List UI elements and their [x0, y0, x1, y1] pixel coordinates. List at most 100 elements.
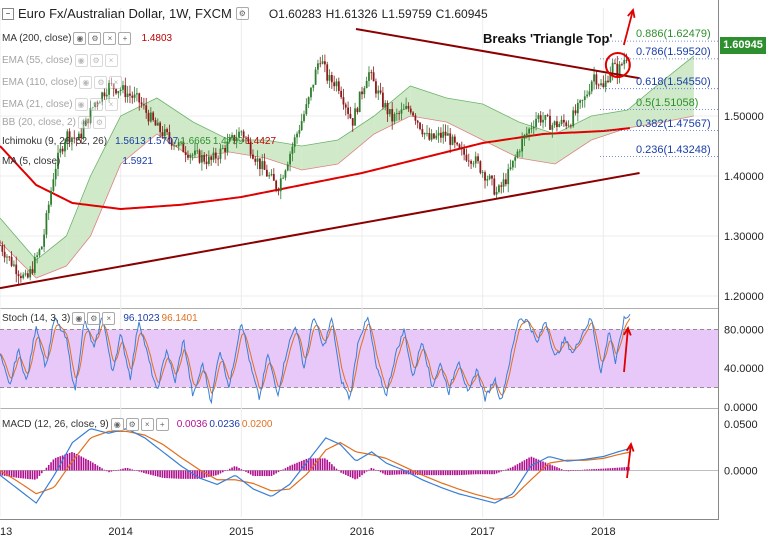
eye-icon[interactable]: ◉: [79, 76, 93, 89]
remove-icon[interactable]: ×: [140, 418, 154, 431]
indicator-ichimoku[interactable]: Ichimoku (9, 26, 52, 26) 1.5613 1.5707 1…: [2, 136, 276, 147]
candle-down: [546, 115, 549, 116]
candle-up: [47, 204, 50, 214]
more-icon[interactable]: +: [118, 32, 132, 45]
candle-up: [502, 179, 505, 187]
macd-histogram-bar: [553, 466, 556, 471]
candle-down: [166, 129, 168, 133]
candle-up: [317, 63, 319, 70]
macd-histogram-bar: [372, 468, 375, 471]
more-icon[interactable]: +: [155, 418, 169, 431]
eye-icon[interactable]: ◉: [77, 116, 91, 129]
candle-up: [358, 91, 361, 113]
indicator-ema55[interactable]: EMA (55, close) ◉ ⚙ ×: [2, 54, 118, 67]
candle-down: [416, 120, 419, 123]
macd-histogram-bar: [296, 462, 298, 471]
eye-icon[interactable]: ◉: [72, 312, 86, 325]
candle-up: [189, 155, 192, 158]
macd-histogram-bar: [402, 470, 405, 475]
remove-icon[interactable]: ×: [109, 76, 123, 89]
macd-histogram-bar: [247, 470, 250, 474]
candle-down: [458, 144, 461, 149]
indicator-ema110[interactable]: EMA (110, close) ◉ ⚙ ×: [2, 76, 123, 89]
macd-histogram-bar: [579, 470, 581, 471]
macd-legend[interactable]: MACD (12, 26, close, 9) ◉ ⚙ × + 0.0036 0…: [2, 418, 273, 431]
candle-up: [314, 69, 317, 85]
indicator-ema21[interactable]: EMA (21, close) ◉ ⚙ ×: [2, 98, 118, 111]
macd-histogram-bar: [163, 470, 166, 479]
macd-histogram-bar: [586, 469, 588, 471]
macd-histogram-bar: [98, 466, 101, 471]
remove-icon[interactable]: ×: [103, 32, 117, 45]
x-tick-label: 2016: [350, 526, 374, 538]
trendline-support: [0, 172, 640, 290]
candle-up: [430, 133, 433, 140]
macd-histogram-bar: [326, 459, 329, 471]
candle-up: [514, 157, 517, 161]
macd-histogram-bar: [87, 459, 89, 471]
macd-histogram-bar: [34, 470, 36, 480]
collapse-icon[interactable]: −: [2, 7, 14, 20]
macd-histogram-bar: [20, 470, 22, 479]
candle-up: [604, 80, 607, 88]
indicator-ma5[interactable]: MA (5, close) 1.5921: [2, 156, 153, 167]
macd-histogram-bar: [270, 470, 273, 477]
eye-icon[interactable]: ◉: [73, 32, 87, 45]
settings-icon[interactable]: ⚙: [89, 98, 103, 111]
macd-histogram-bar: [423, 470, 426, 476]
remove-icon[interactable]: ×: [104, 54, 118, 67]
candle-up: [117, 91, 120, 94]
macd-histogram-bar: [261, 470, 264, 477]
candle-down: [26, 273, 29, 278]
x-tick-label: 2018: [591, 526, 615, 538]
eye-icon[interactable]: ◉: [110, 418, 124, 431]
candle-down: [556, 121, 558, 128]
candle-up: [89, 107, 92, 124]
candle-up: [609, 72, 612, 83]
settings-gear-icon[interactable]: ⚙: [235, 7, 249, 20]
candle-up: [583, 96, 586, 100]
candle-up: [377, 90, 380, 94]
candle-up: [298, 130, 301, 134]
settings-icon[interactable]: ⚙: [125, 418, 139, 431]
candle-down: [277, 189, 280, 192]
candle-down: [203, 154, 206, 162]
candle-up: [312, 84, 315, 88]
macd-histogram-bar: [368, 469, 370, 471]
candle-up: [623, 59, 626, 65]
remove-icon[interactable]: ×: [102, 312, 116, 325]
fib-label-0886: 0.886(1.62479): [636, 28, 711, 41]
indicator-ma200[interactable]: MA (200, close) ◉ ⚙ × + 1.4803: [2, 32, 172, 45]
cloud-segment: [120, 98, 157, 164]
settings-icon[interactable]: ⚙: [87, 312, 101, 325]
macd-histogram-bar: [256, 470, 259, 477]
macd-histogram-bar: [375, 469, 377, 471]
candle-up: [537, 115, 540, 119]
ichimoku-value-2: 1.5707: [147, 136, 179, 147]
settings-icon[interactable]: ⚙: [89, 54, 103, 67]
remove-icon[interactable]: ×: [104, 98, 118, 111]
candle-up: [126, 93, 129, 98]
stoch-legend[interactable]: Stoch (14, 3, 3) ◉ ⚙ × 96.1023 96.1401: [2, 312, 198, 325]
indicator-bb[interactable]: BB (20, close, 2) ◉ ⚙: [2, 116, 106, 129]
macd-histogram-bar: [57, 457, 59, 471]
macd-histogram-bar: [129, 468, 131, 471]
candle-up: [94, 102, 97, 108]
macd-histogram-bar: [344, 470, 347, 475]
candle-up: [426, 132, 428, 134]
settings-icon[interactable]: ⚙: [94, 76, 108, 89]
candle-down: [460, 148, 463, 150]
eye-icon[interactable]: ◉: [74, 54, 88, 67]
candle-down: [265, 169, 268, 177]
settings-icon[interactable]: ⚙: [88, 32, 102, 45]
eye-icon[interactable]: ◉: [74, 98, 88, 111]
macd-histogram-bar: [212, 470, 215, 476]
candle-down: [103, 92, 106, 97]
settings-icon[interactable]: ⚙: [92, 116, 106, 129]
candle-down: [154, 120, 157, 126]
macd-y-tick-label: 0.0500: [724, 419, 758, 431]
macd-histogram-bar: [342, 470, 345, 474]
macd-histogram-bar: [412, 470, 414, 475]
macd-histogram-bar: [184, 470, 187, 479]
